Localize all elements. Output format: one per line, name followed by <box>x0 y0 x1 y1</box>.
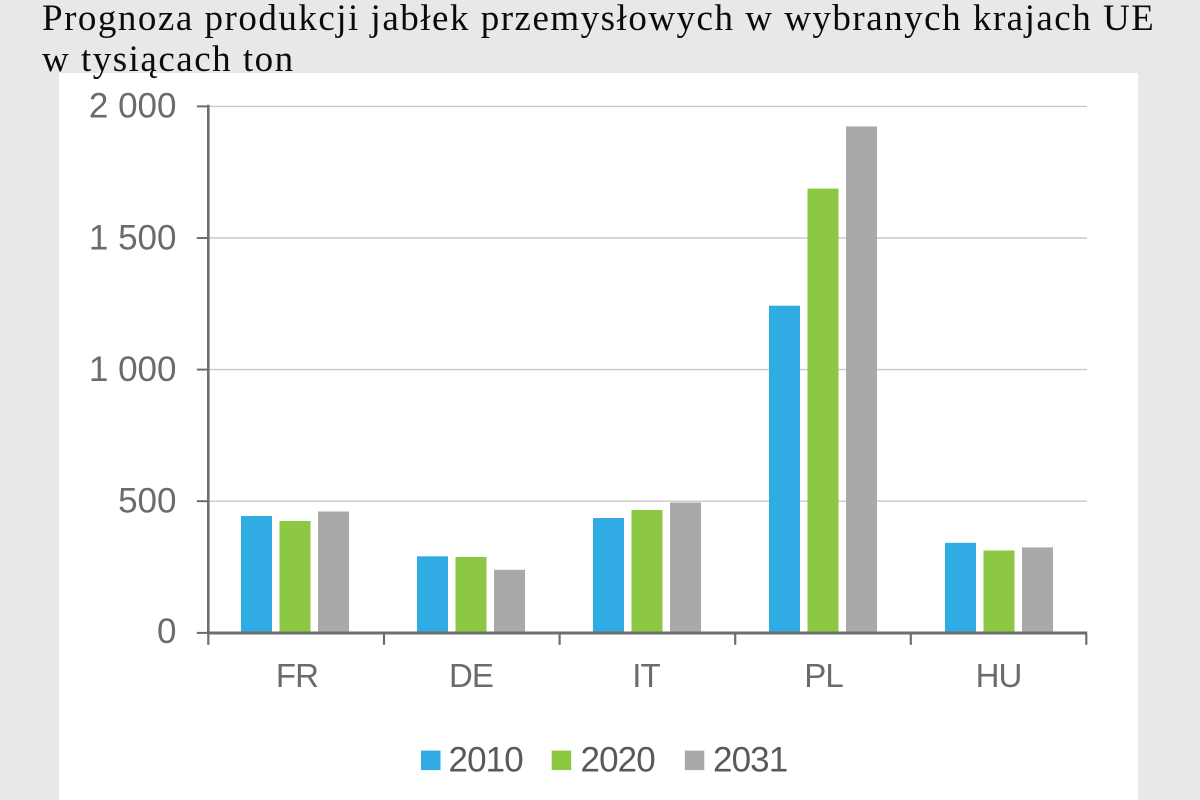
svg-text:IT: IT <box>632 657 660 694</box>
svg-text:0: 0 <box>157 612 176 651</box>
svg-text:PL: PL <box>804 657 843 694</box>
svg-text:2020: 2020 <box>581 740 656 779</box>
svg-text:1 500: 1 500 <box>89 218 177 257</box>
svg-text:DE: DE <box>449 657 493 694</box>
svg-text:1 000: 1 000 <box>89 350 177 389</box>
svg-text:FR: FR <box>276 657 318 694</box>
svg-text:2 000: 2 000 <box>89 87 177 126</box>
svg-text:2031: 2031 <box>713 740 787 779</box>
svg-text:HU: HU <box>976 657 1022 694</box>
svg-text:2010: 2010 <box>449 740 524 779</box>
svg-text:500: 500 <box>118 482 176 521</box>
